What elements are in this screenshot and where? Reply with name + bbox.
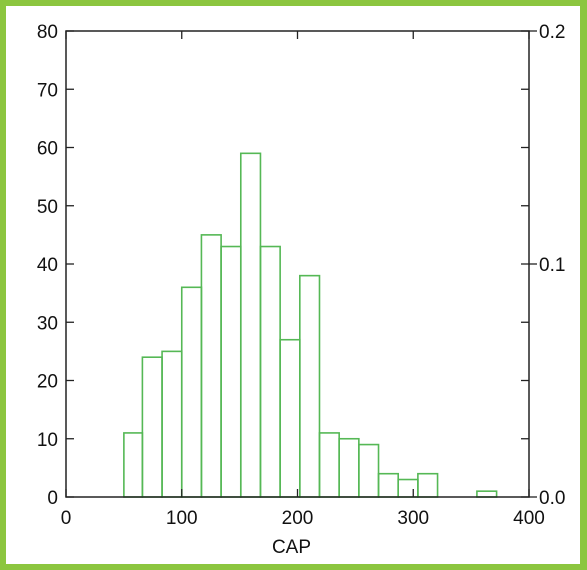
- histogram-bar: [279, 338, 301, 498]
- y2-axis-tick-label: 0.0: [539, 488, 565, 509]
- x-axis-tick-label: 200: [282, 508, 314, 529]
- chart-frame: 0 10 20 30 40 50 60 70 80 0 100 200 300 400 0.0 0.1 0.2 …: [6, 6, 580, 564]
- histogram-bar: [358, 443, 380, 498]
- histogram-bar: [200, 234, 222, 498]
- histogram-bar: [318, 432, 340, 498]
- y-axis-tick-label: 60: [37, 139, 58, 160]
- y-axis-tick-label: 40: [37, 255, 58, 276]
- y-axis-tick-label: 70: [37, 80, 58, 101]
- x-axis-tick-label: 100: [166, 508, 198, 529]
- histogram-bar: [123, 432, 144, 498]
- histogram-bar: [476, 490, 498, 498]
- x-axis-tick-label: 300: [397, 508, 429, 529]
- histogram-bar: [239, 152, 262, 498]
- histogram-bar: [259, 245, 281, 498]
- y-axis-tick-label: 50: [37, 197, 58, 218]
- histogram-bar: [141, 356, 163, 498]
- histogram-bar: [299, 274, 321, 498]
- y-axis-tick-label: 80: [37, 22, 58, 43]
- y-axis-tick-label: 20: [37, 372, 58, 393]
- x-axis-title: CAP: [272, 537, 311, 558]
- histogram-bar: [377, 472, 400, 498]
- histogram-bar: [338, 437, 360, 498]
- x-axis-tick-label: 400: [513, 508, 545, 529]
- y-axis-tick-label: 10: [37, 430, 58, 451]
- y-axis-tick-label: 0: [47, 488, 58, 509]
- histogram-bar: [417, 472, 439, 498]
- histogram-bar: [180, 286, 203, 498]
- histogram-bar: [161, 350, 183, 498]
- x-axis-tick-label: 0: [61, 508, 72, 529]
- bars-group: [123, 152, 498, 498]
- histogram-bar: [397, 478, 419, 498]
- y-axis-tick-label: 30: [37, 313, 58, 334]
- plot-border: [65, 30, 530, 498]
- y2-axis-tick-label: 0.2: [539, 22, 565, 43]
- histogram-bar: [220, 245, 242, 498]
- y2-axis-tick-label: 0.1: [539, 255, 565, 276]
